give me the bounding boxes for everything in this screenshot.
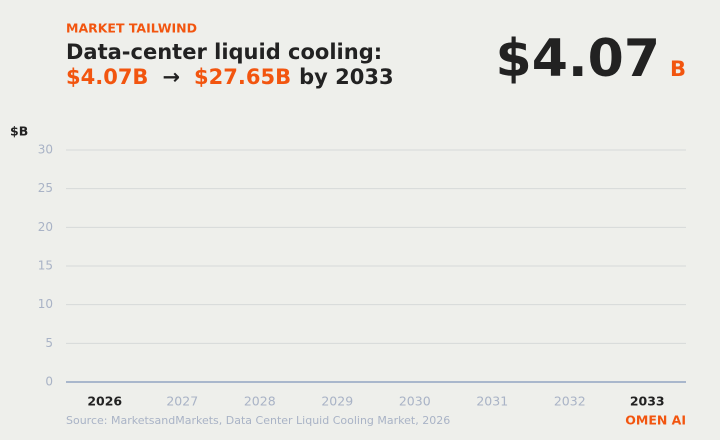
- y-tick-label: 5: [45, 336, 53, 350]
- source: Source: MarketsandMarkets, Data Center L…: [66, 414, 450, 427]
- title-line: $4.07B → $27.65B by 2033: [66, 65, 394, 89]
- from-value: $4.07B: [66, 65, 148, 89]
- brand: OMEN AI: [625, 413, 686, 428]
- x-tick-label: 2033: [630, 394, 665, 409]
- x-tick-label: 2031: [476, 394, 508, 409]
- x-tick-label: 2030: [399, 394, 431, 409]
- title: Data-center liquid cooling:: [66, 40, 382, 64]
- y-axis-label: $B: [10, 124, 28, 139]
- big-number: $4.07: [496, 29, 660, 89]
- arrow: →: [162, 65, 180, 89]
- y-tick-label: 15: [38, 259, 53, 273]
- y-tick-label: 30: [38, 143, 53, 157]
- eyebrow: MARKET TAILWIND: [66, 21, 197, 36]
- x-tick-label: 2027: [166, 394, 198, 409]
- y-tick-label: 25: [38, 181, 53, 195]
- title-tail: by 2033: [299, 65, 393, 89]
- x-tick-label: 2029: [321, 394, 353, 409]
- y-tick-label: 10: [38, 297, 53, 311]
- to-value: $27.65B: [194, 65, 291, 89]
- y-tick-label: 20: [38, 220, 53, 234]
- big-unit: B: [670, 57, 686, 81]
- y-tick-label: 0: [45, 375, 53, 389]
- x-tick-label: 2028: [244, 394, 276, 409]
- x-tick-label: 2032: [554, 394, 586, 409]
- x-tick-label: 2026: [87, 394, 122, 409]
